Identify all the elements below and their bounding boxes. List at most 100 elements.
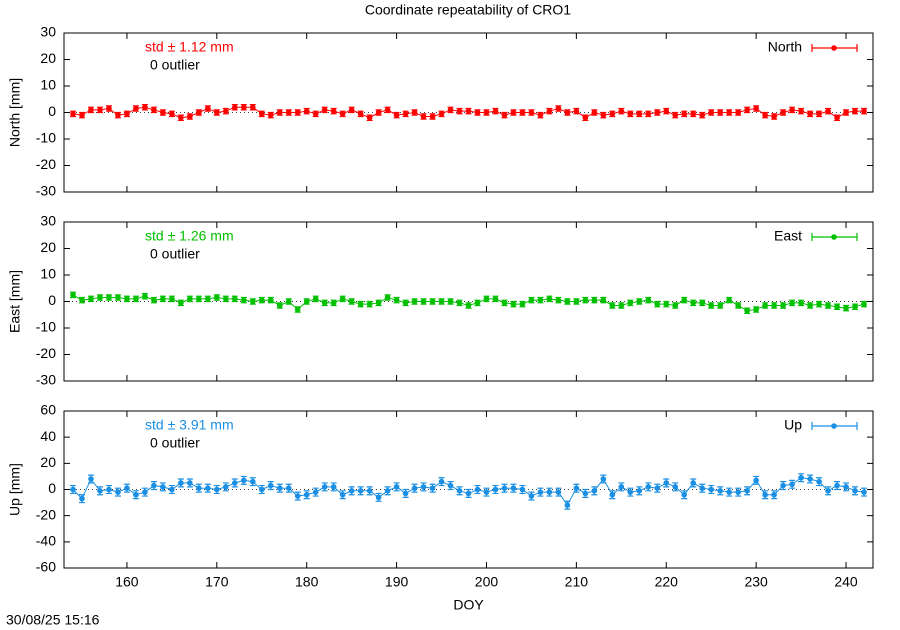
data-point xyxy=(330,300,337,306)
data-point xyxy=(178,480,184,486)
data-point xyxy=(708,302,714,309)
data-point xyxy=(726,489,732,495)
data-point xyxy=(294,493,301,499)
data-point xyxy=(384,107,391,113)
data-point xyxy=(294,109,301,116)
legend-marker xyxy=(831,45,837,51)
data-point xyxy=(187,113,193,120)
data-point xyxy=(537,112,544,118)
data-point xyxy=(492,108,499,114)
x-tick-label: 170 xyxy=(205,574,229,590)
data-point xyxy=(312,489,319,495)
data-point xyxy=(214,486,220,493)
data-point xyxy=(205,105,211,112)
data-point xyxy=(142,489,148,495)
data-point xyxy=(267,482,274,489)
data-point xyxy=(492,296,499,302)
data-point xyxy=(249,298,256,305)
data-point xyxy=(681,491,688,498)
data-point xyxy=(465,108,472,114)
data-point xyxy=(321,484,328,490)
data-point xyxy=(708,109,714,116)
data-point xyxy=(285,298,292,305)
data-point xyxy=(348,488,355,494)
data-point xyxy=(133,491,139,498)
data-point xyxy=(70,292,76,298)
data-point xyxy=(564,109,571,116)
y-tick-label: 10 xyxy=(40,266,56,282)
data-point xyxy=(106,486,112,493)
data-point xyxy=(618,484,625,490)
data-point xyxy=(555,297,562,303)
y-tick-label: 30 xyxy=(40,24,56,40)
data-point xyxy=(843,484,849,490)
data-point xyxy=(384,294,391,301)
data-point xyxy=(690,111,697,117)
data-point xyxy=(79,297,85,303)
data-point xyxy=(214,109,220,116)
data-point xyxy=(267,297,274,303)
std-annotation: std ± 1.26 mm xyxy=(145,228,234,244)
y-axis-label: Up [mm] xyxy=(7,463,23,516)
data-point xyxy=(762,491,768,498)
data-point xyxy=(223,108,229,114)
data-point xyxy=(492,486,499,493)
data-point xyxy=(771,491,777,498)
data-point xyxy=(636,111,643,117)
data-point xyxy=(420,484,427,490)
data-point xyxy=(456,488,463,494)
data-point xyxy=(97,107,103,113)
data-point xyxy=(690,300,697,306)
data-point xyxy=(627,111,634,117)
data-point xyxy=(285,485,292,491)
data-point xyxy=(133,296,139,302)
data-point xyxy=(645,484,652,490)
data-point xyxy=(429,113,436,120)
data-point xyxy=(196,109,202,116)
data-point xyxy=(771,302,777,309)
data-point xyxy=(205,296,211,302)
data-point xyxy=(798,474,804,481)
data-point xyxy=(699,112,706,118)
y-tick-label: 10 xyxy=(40,77,56,93)
y-tick-label: -30 xyxy=(36,183,56,199)
data-point xyxy=(744,107,750,113)
data-point xyxy=(348,298,355,305)
data-point xyxy=(115,489,121,495)
data-point xyxy=(618,108,625,114)
data-point xyxy=(591,297,598,303)
data-point xyxy=(70,486,76,493)
data-point xyxy=(672,302,679,309)
data-point xyxy=(151,107,157,113)
data-point xyxy=(483,109,490,116)
data-point xyxy=(88,296,94,302)
data-point xyxy=(627,489,634,495)
data-point xyxy=(393,484,400,490)
data-point xyxy=(591,488,598,494)
outlier-annotation: 0 outlier xyxy=(150,246,200,262)
data-point xyxy=(627,300,634,306)
data-point xyxy=(573,108,580,114)
data-point xyxy=(115,112,121,118)
y-tick-label: -60 xyxy=(36,559,56,575)
data-point xyxy=(852,304,858,310)
data-point xyxy=(124,485,130,491)
data-point xyxy=(429,298,436,305)
data-point xyxy=(375,109,382,116)
x-tick-label: 190 xyxy=(385,574,409,590)
data-point xyxy=(699,485,706,491)
data-point xyxy=(582,490,589,497)
data-point xyxy=(205,485,211,491)
data-point xyxy=(258,111,265,117)
data-point xyxy=(357,488,364,494)
data-point xyxy=(600,476,607,482)
data-point xyxy=(402,111,409,117)
x-tick-label: 200 xyxy=(475,574,499,590)
y-tick-label: -20 xyxy=(36,345,56,361)
data-point xyxy=(402,300,409,306)
data-point xyxy=(519,486,526,493)
x-tick-label: 210 xyxy=(565,574,589,590)
data-point xyxy=(303,298,310,305)
data-point xyxy=(223,296,229,302)
